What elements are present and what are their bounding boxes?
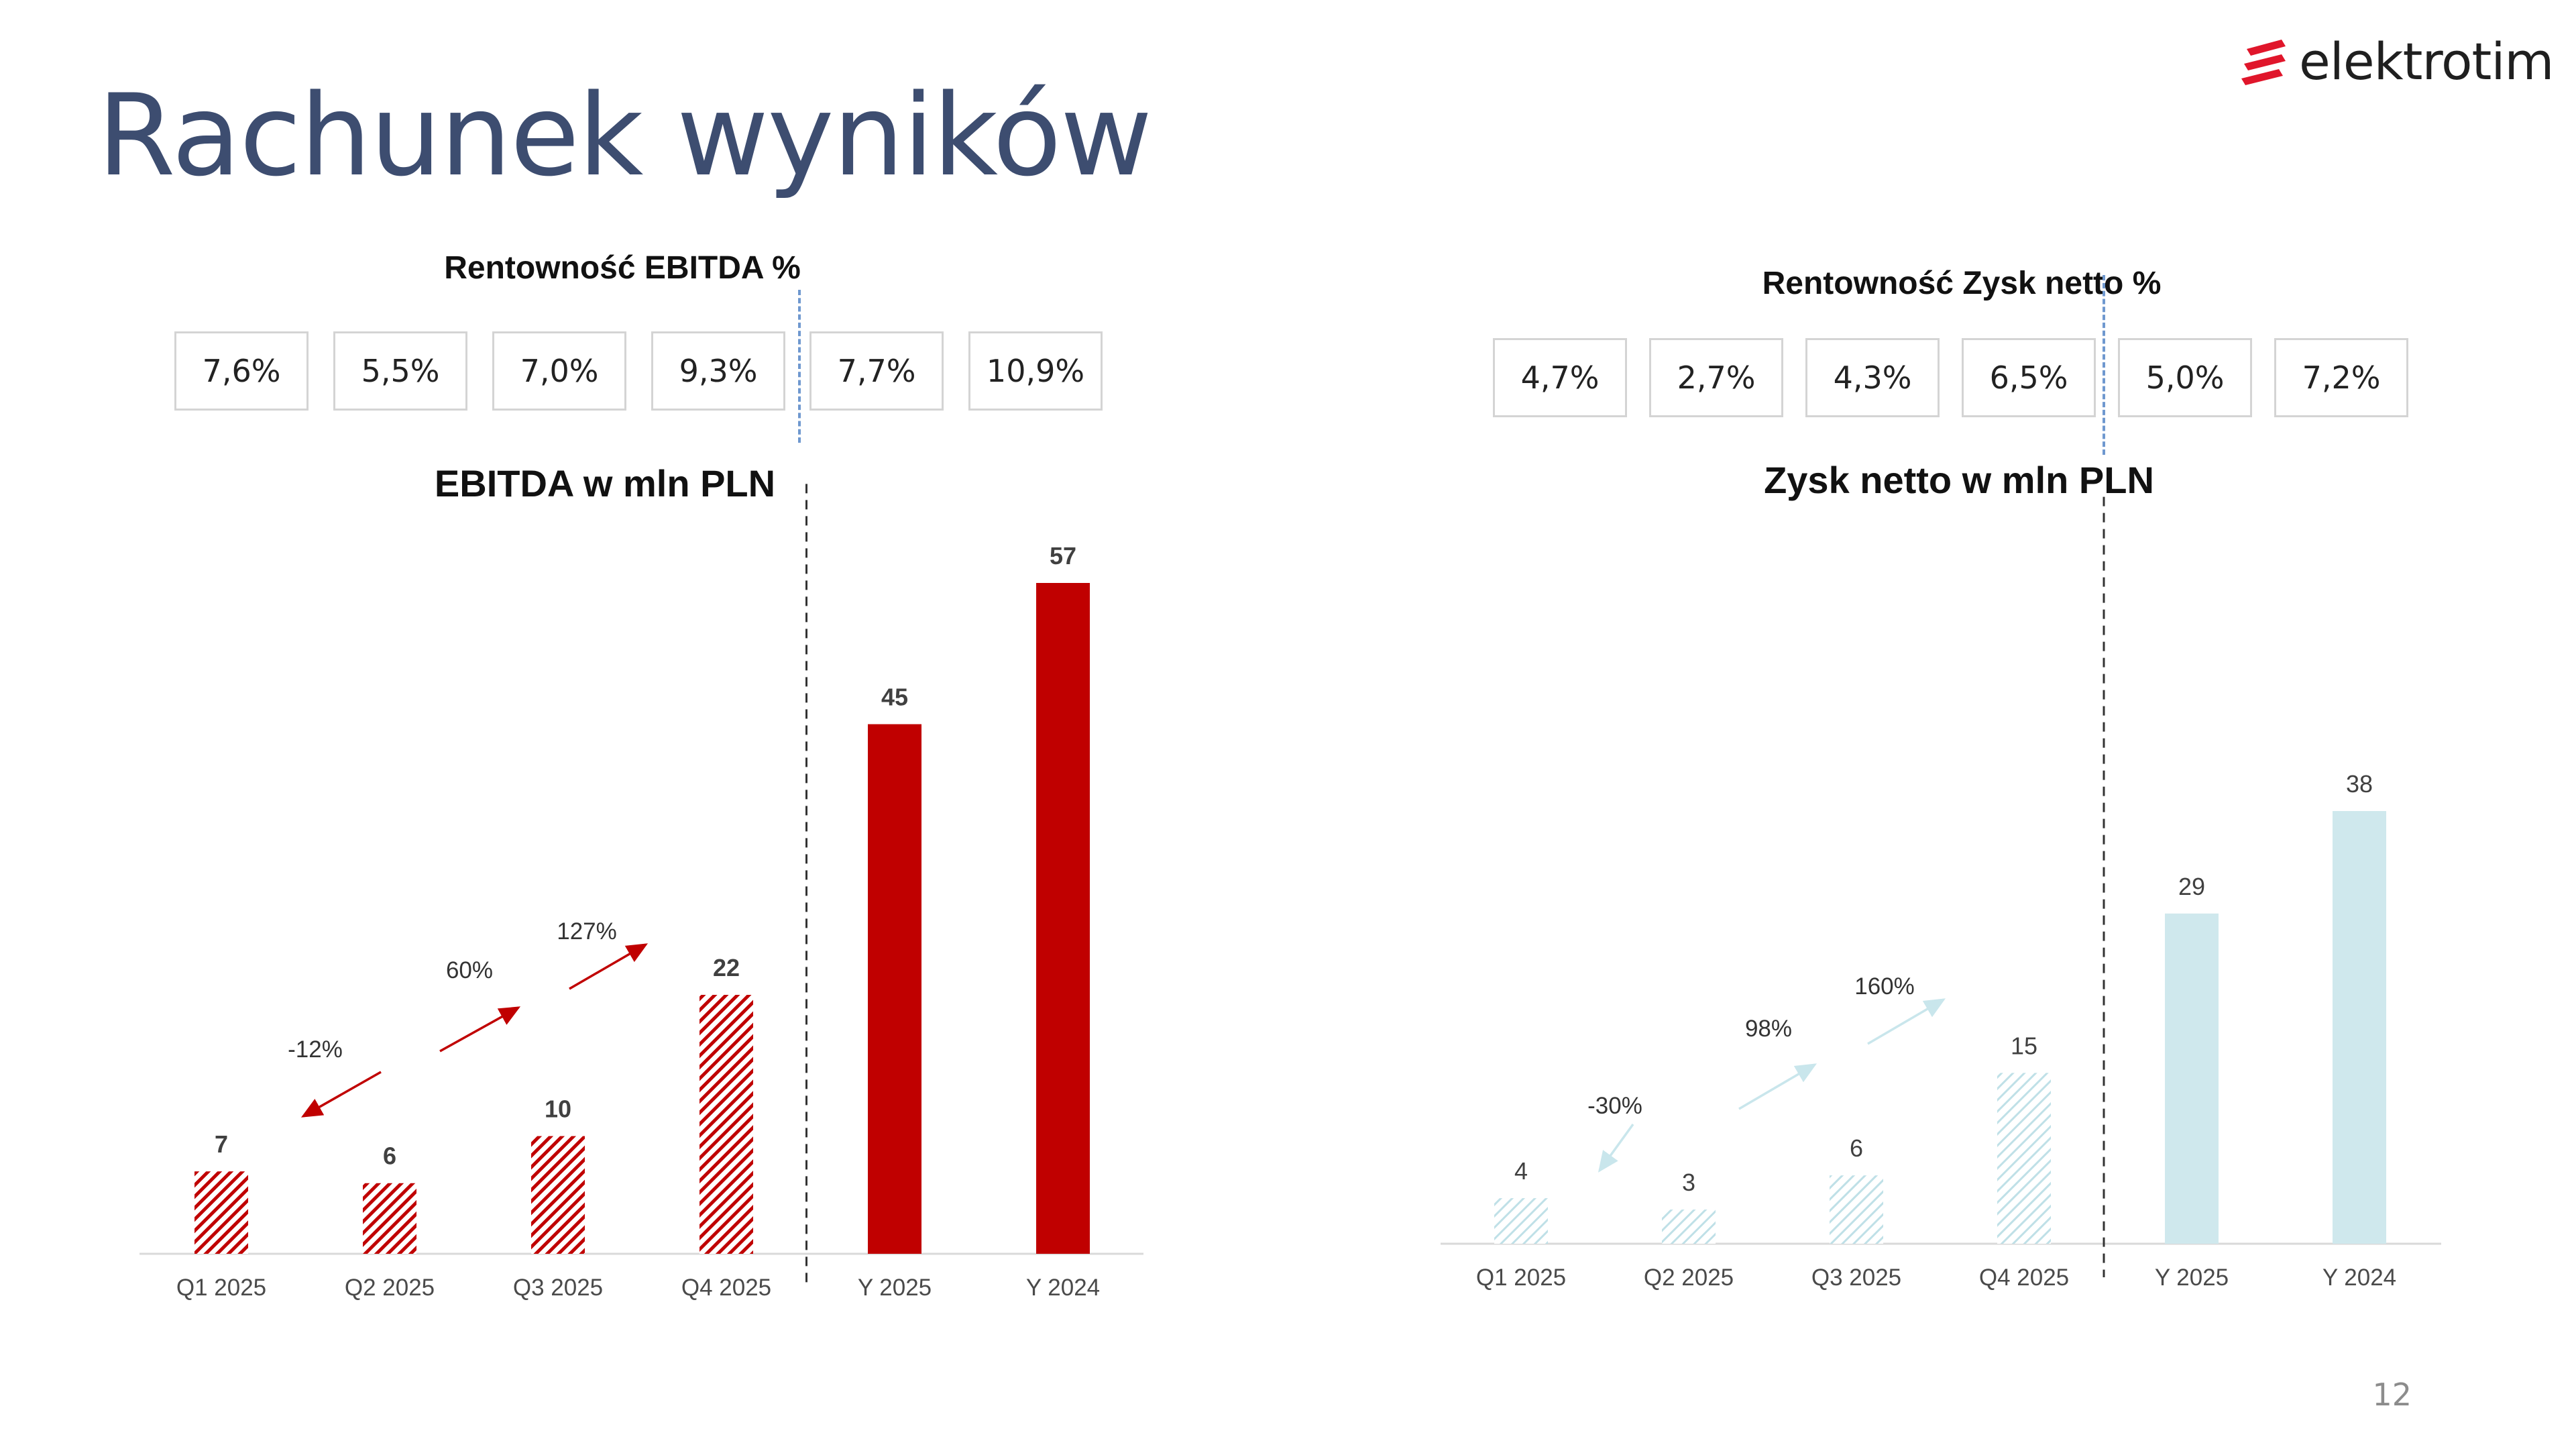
bar-q3-2025 (531, 1136, 585, 1254)
growth-label: 127% (557, 918, 617, 945)
growth-arrow (1598, 1123, 1634, 1173)
bar-y-2025 (868, 724, 921, 1254)
bar-q2-2025 (1662, 1210, 1716, 1244)
bar-q2-2025 (363, 1183, 416, 1254)
bar-y-2024 (2333, 811, 2386, 1244)
x-tick-label: Y 2024 (1026, 1275, 1100, 1301)
growth-arrow (300, 1071, 382, 1118)
bar-q1-2025 (1494, 1198, 1548, 1244)
data-label: 38 (2346, 770, 2373, 798)
x-tick-label: Y 2025 (858, 1275, 932, 1301)
ebitda-ratio-q4-2025: 9,3% (651, 331, 785, 411)
growth-arrow (569, 943, 649, 990)
growth-label: 160% (1854, 973, 1915, 1000)
bar-q3-2025 (1830, 1175, 1883, 1244)
logo-text: elektrotim (2299, 32, 2554, 91)
net-ratio-divider (2103, 275, 2105, 455)
net-ratio-q2-2025: 2,7% (1649, 338, 1783, 417)
data-label: 4 (1514, 1157, 1528, 1185)
ebitda-ratio-y-2025: 7,7% (809, 331, 944, 411)
net-ratio-y-2024: 7,2% (2274, 338, 2408, 417)
x-tick-label: Y 2025 (2155, 1265, 2229, 1291)
ebitda-ratio-q1-2025: 7,6% (174, 331, 309, 411)
logo-mark-icon (2241, 40, 2286, 85)
bar-y-2025 (2165, 913, 2219, 1244)
ebitda-ratio-q2-2025: 5,5% (333, 331, 467, 411)
growth-arrow (1867, 998, 1946, 1045)
data-label: 22 (713, 954, 740, 981)
ebitda-ratio-divider (798, 290, 801, 443)
data-label: 15 (2011, 1032, 2037, 1059)
data-label: 29 (2178, 873, 2205, 900)
net-ratio-y-2025: 5,0% (2118, 338, 2252, 417)
x-tick-label: Q2 2025 (1644, 1265, 1734, 1291)
growth-arrow (1738, 1063, 1817, 1110)
growth-label: 60% (446, 957, 493, 983)
x-tick-label: Q4 2025 (681, 1275, 771, 1301)
net-profit-chart-title: Zysk netto w mln PLN (1764, 459, 2154, 501)
x-tick-label: Y 2024 (2322, 1265, 2396, 1291)
data-label: 6 (1850, 1134, 1863, 1162)
data-label: 10 (545, 1095, 571, 1123)
data-label: 7 (215, 1130, 228, 1158)
growth-arrow (439, 1006, 521, 1053)
x-tick-label: Q1 2025 (1476, 1265, 1566, 1291)
x-tick-label: Q1 2025 (176, 1275, 266, 1301)
data-label: 6 (383, 1142, 396, 1170)
ebitda-ratio-y-2024: 10,9% (968, 331, 1103, 411)
growth-label: -12% (288, 1036, 343, 1063)
data-label: 57 (1050, 542, 1076, 570)
company-logo: elektrotim (2240, 30, 2554, 97)
data-label: 3 (1682, 1169, 1695, 1196)
growth-label: 98% (1745, 1016, 1792, 1042)
ebitda-chart-title: EBITDA w mln PLN (434, 462, 776, 504)
bar-y-2024 (1036, 583, 1090, 1254)
slide-title: Rachunek wyników (97, 70, 1152, 201)
ebitda-ratio-q3-2025: 7,0% (492, 331, 626, 411)
net-ratio-q3-2025: 4,3% (1805, 338, 1940, 417)
data-label: 45 (881, 684, 908, 711)
page-number: 12 (2372, 1377, 2412, 1413)
net-profit-ratio-title: Rentowność Zysk netto % (1762, 266, 2162, 301)
net-ratio-q1-2025: 4,7% (1493, 338, 1627, 417)
bar-q4-2025 (699, 995, 753, 1254)
bar-q4-2025 (1997, 1073, 2051, 1244)
ebitda-ratio-title: Rentowność EBITDA % (444, 250, 801, 286)
bar-q1-2025 (194, 1171, 248, 1254)
x-tick-label: Q2 2025 (345, 1275, 435, 1301)
x-tick-label: Q4 2025 (1979, 1265, 2069, 1291)
net-ratio-q4-2025: 6,5% (1962, 338, 2096, 417)
x-tick-label: Q3 2025 (1811, 1265, 1901, 1291)
x-tick-label: Q3 2025 (513, 1275, 603, 1301)
growth-label: -30% (1587, 1093, 1642, 1119)
